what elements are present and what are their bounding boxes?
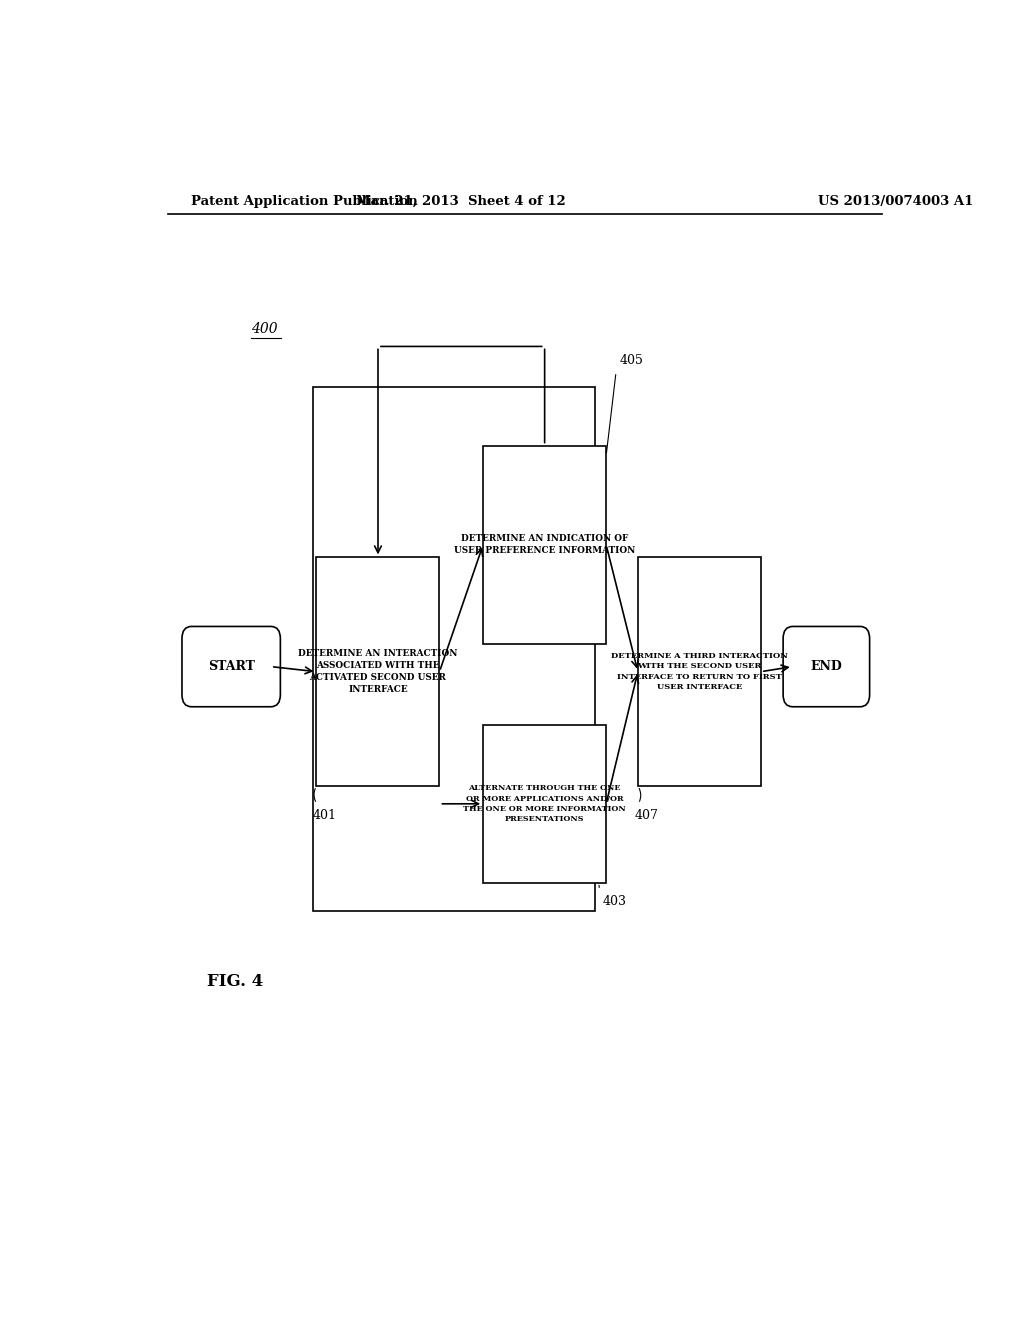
Bar (316, 557, 439, 785)
Text: 403: 403 (602, 895, 627, 908)
Text: Mar. 21, 2013  Sheet 4 of 12: Mar. 21, 2013 Sheet 4 of 12 (356, 194, 566, 207)
Text: ALTERNATE THROUGH THE ONE
OR MORE APPLICATIONS AND/OR
THE ONE OR MORE INFORMATIO: ALTERNATE THROUGH THE ONE OR MORE APPLIC… (463, 784, 626, 824)
Text: 400: 400 (251, 322, 278, 337)
Text: 401: 401 (313, 809, 337, 822)
Text: US 2013/0074003 A1: US 2013/0074003 A1 (818, 194, 974, 207)
Text: FIG. 4: FIG. 4 (207, 973, 263, 990)
FancyBboxPatch shape (182, 627, 281, 706)
Text: DETERMINE AN INTERACTION
ASSOCIATED WITH THE
ACTIVATED SECOND USER
INTERFACE: DETERMINE AN INTERACTION ASSOCIATED WITH… (298, 649, 458, 694)
Text: 407: 407 (634, 809, 658, 822)
Bar (483, 446, 606, 644)
Text: END: END (810, 660, 843, 673)
Text: DETERMINE AN INDICATION OF
USER PREFERENCE INFORMATION: DETERMINE AN INDICATION OF USER PREFEREN… (454, 535, 635, 554)
Text: DETERMINE A THIRD INTERACTION
WITH THE SECOND USER
INTERFACE TO RETURN TO FIRST
: DETERMINE A THIRD INTERACTION WITH THE S… (611, 652, 787, 692)
Bar (483, 725, 606, 883)
Bar (638, 557, 761, 785)
Bar (313, 387, 595, 911)
Text: START: START (208, 660, 255, 673)
FancyBboxPatch shape (783, 627, 869, 706)
Text: Patent Application Publication: Patent Application Publication (191, 194, 418, 207)
Text: 405: 405 (620, 354, 644, 367)
